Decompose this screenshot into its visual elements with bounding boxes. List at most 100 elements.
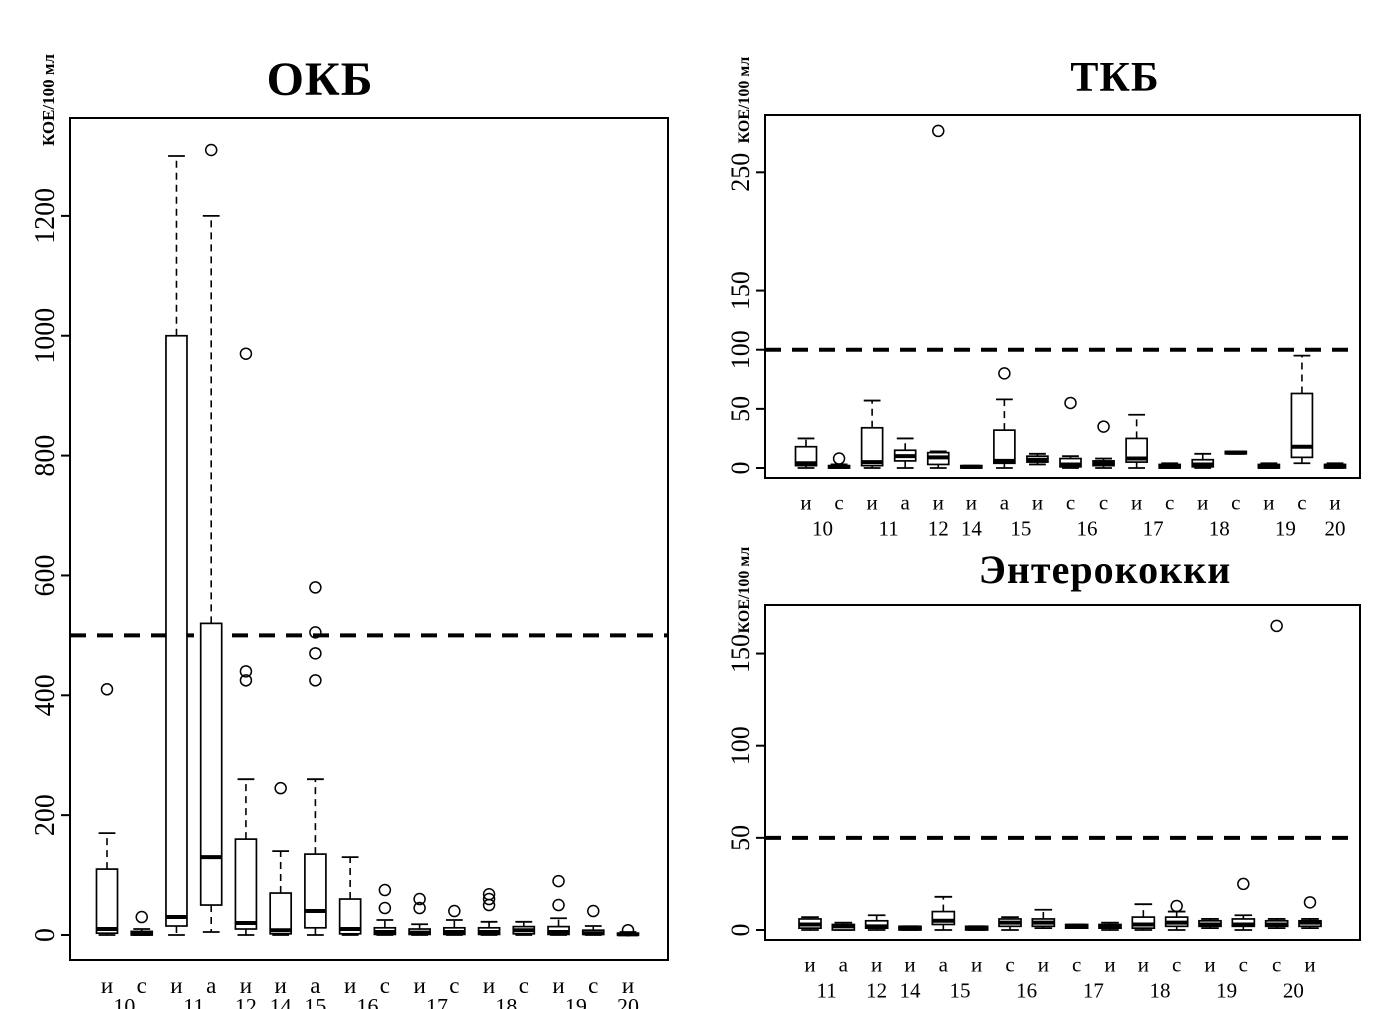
outlier-point [832, 452, 846, 465]
x-station-label: 10 [113, 994, 135, 1009]
x-station-label: 16 [1077, 516, 1098, 540]
y-tick-label: 0 [30, 928, 61, 942]
y-axis-unit-label: КОЕ/100 мл [39, 54, 58, 147]
x-station-label: 11 [817, 978, 837, 1002]
x-station-label: 16 [357, 994, 379, 1009]
x-season-label: и [971, 952, 982, 976]
x-season-label: и [1032, 490, 1043, 514]
plot-frame [764, 604, 1361, 941]
x-season-label: и [933, 490, 944, 514]
x-station-label: 15 [950, 978, 971, 1002]
outlier-point [482, 892, 496, 906]
x-season-label: и [800, 490, 811, 514]
outlier-point [1303, 896, 1317, 909]
y-tick-label: 100 [726, 330, 755, 369]
iqr-box [234, 838, 258, 930]
x-station-label: 12 [928, 516, 949, 540]
chart-title-okb: ОКБ [266, 53, 374, 106]
x-station-label: 20 [617, 994, 639, 1009]
x-station-label: 20 [1283, 978, 1304, 1002]
x-station-label: 14 [900, 978, 922, 1002]
y-tick-label: 800 [30, 435, 61, 477]
outlier-point [309, 674, 322, 687]
x-season-label: с [137, 973, 147, 998]
x-station-label: 18 [1209, 516, 1230, 540]
y-tick-label: 1000 [30, 308, 61, 364]
x-station-label: 11 [879, 516, 899, 540]
y-axis-unit-label: КОЕ/100 мл [736, 547, 753, 634]
x-station-label: 14 [270, 994, 292, 1009]
x-station-label: 18 [1150, 978, 1171, 1002]
x-station-label: 12 [235, 994, 257, 1009]
x-season-label: и [240, 973, 252, 998]
x-season-label: и [101, 973, 113, 998]
outlier-point [239, 674, 253, 687]
x-station-label: 18 [495, 994, 517, 1009]
y-tick-label: 200 [30, 794, 61, 836]
outlier-point [100, 683, 114, 696]
x-season-label: и [275, 973, 287, 998]
y-tick-label: 250 [726, 153, 755, 192]
x-season-label: с [1072, 952, 1081, 976]
outlier-point [998, 367, 1011, 380]
outlier-point [587, 904, 600, 918]
x-season-label: с [380, 973, 390, 998]
iqr-box [95, 868, 119, 935]
x-station-label: 15 [1010, 516, 1031, 540]
outlier-point [239, 665, 253, 678]
outlier-point [309, 626, 322, 639]
x-season-label: и [1204, 952, 1215, 976]
x-season-label: с [1239, 952, 1248, 976]
x-station-label: 19 [1275, 516, 1296, 540]
x-season-label: с [1066, 490, 1075, 514]
outlier-point [1064, 396, 1077, 410]
x-season-label: с [519, 973, 529, 998]
x-season-label: и [552, 973, 564, 998]
y-tick-label: 600 [30, 554, 61, 596]
outlier-point [309, 581, 322, 594]
x-season-label: с [1231, 490, 1240, 514]
outlier-point [552, 898, 565, 912]
x-station-label: 17 [1143, 516, 1164, 540]
outlier-point [378, 901, 392, 915]
outlier-point [1237, 877, 1250, 891]
x-season-label: с [1099, 490, 1108, 514]
x-station-label: 17 [1083, 978, 1104, 1002]
iqr-box [338, 898, 362, 935]
outlier-point [274, 781, 287, 795]
x-season-label: и [966, 490, 977, 514]
y-tick-label: 0 [726, 924, 755, 937]
x-season-label: и [804, 952, 815, 976]
x-season-label: и [1038, 952, 1049, 976]
outlier-point [239, 347, 253, 360]
x-season-label: и [1197, 490, 1208, 514]
x-season-label: с [834, 490, 843, 514]
iqr-box [1125, 437, 1148, 463]
y-tick-label: 1200 [30, 188, 61, 244]
outlier-point [552, 874, 565, 888]
x-season-label: с [449, 973, 459, 998]
y-tick-label: 100 [726, 726, 755, 765]
x-season-label: и [871, 952, 882, 976]
iqr-box [993, 429, 1016, 465]
x-season-label: и [1329, 490, 1340, 514]
y-tick-label: 50 [726, 825, 755, 851]
y-tick-label: 150 [726, 271, 755, 310]
outlier-point [1097, 420, 1110, 433]
x-season-label: с [1172, 952, 1181, 976]
outlier-point [413, 892, 426, 906]
chart-title-enterococci: Энтерококки [978, 547, 1232, 592]
x-season-label: и [622, 973, 634, 998]
x-station-label: 19 [1216, 978, 1237, 1002]
x-station-label: 16 [1016, 978, 1037, 1002]
x-season-label: а [1000, 490, 1010, 514]
x-season-label: и [904, 952, 915, 976]
iqr-box [860, 426, 884, 467]
iqr-box [199, 622, 223, 906]
x-station-label: 17 [426, 994, 448, 1009]
plot-frame [764, 114, 1361, 479]
